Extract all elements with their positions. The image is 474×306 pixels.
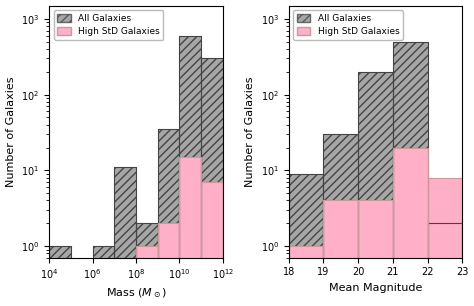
Legend: All Galaxies, High StD Galaxies: All Galaxies, High StD Galaxies	[54, 10, 164, 40]
X-axis label: Mean Magnitude: Mean Magnitude	[329, 283, 422, 293]
X-axis label: Mass ($M_\odot$): Mass ($M_\odot$)	[106, 287, 166, 300]
Y-axis label: Number of Galaxies: Number of Galaxies	[6, 76, 16, 187]
Legend: All Galaxies, High StD Galaxies: All Galaxies, High StD Galaxies	[293, 10, 403, 40]
Y-axis label: Number of Galaxies: Number of Galaxies	[245, 76, 255, 187]
